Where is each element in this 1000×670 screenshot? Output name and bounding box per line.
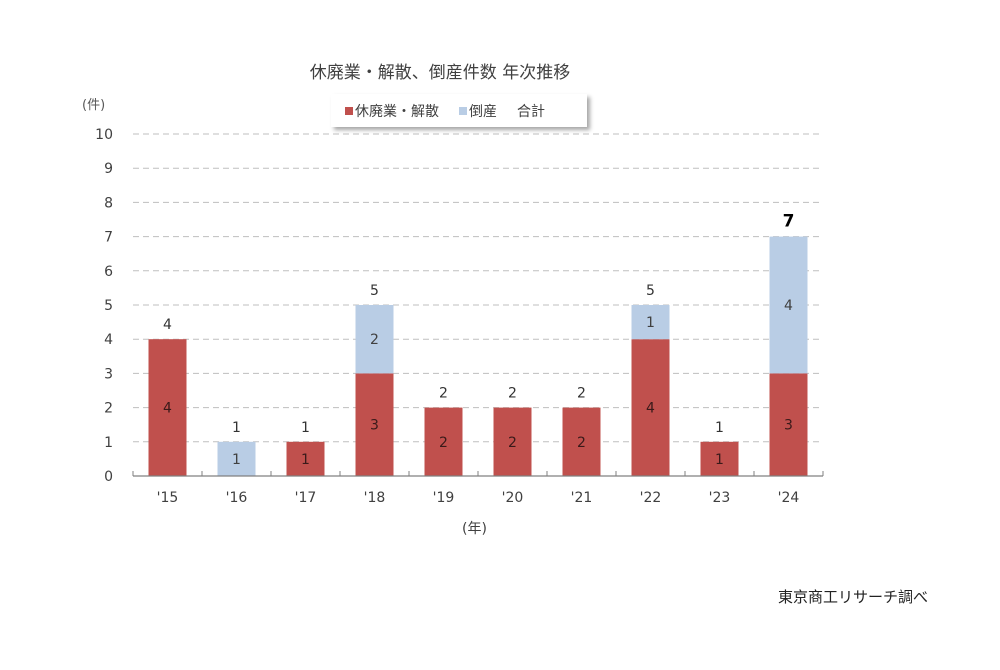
legend-swatch-bankruptcy bbox=[459, 106, 467, 115]
chart-legend: 休廃業・解散 倒産 合計 bbox=[331, 94, 587, 127]
x-tick-label: '20 bbox=[502, 490, 524, 506]
total-label: 2 bbox=[508, 386, 517, 402]
total-label: 7 bbox=[783, 212, 795, 232]
y-tick-label: 2 bbox=[104, 401, 113, 417]
bar-closure bbox=[769, 373, 808, 476]
total-label: 1 bbox=[232, 420, 241, 436]
y-tick-label: 6 bbox=[104, 264, 113, 280]
bar-value-label: 3 bbox=[784, 418, 793, 434]
y-tick-label: 1 bbox=[104, 435, 113, 451]
bar-value-label: 1 bbox=[715, 452, 724, 468]
bar-value-label: 2 bbox=[508, 435, 517, 451]
bar-bankruptcy bbox=[631, 305, 670, 340]
y-axis-unit: (件) bbox=[82, 98, 106, 113]
x-tick-label: '24 bbox=[778, 490, 800, 506]
bar-value-label: 2 bbox=[439, 435, 448, 451]
x-axis-unit: (年) bbox=[462, 521, 487, 537]
bar-closure bbox=[700, 441, 739, 476]
legend-item-closure: 休廃業・解散 bbox=[345, 101, 439, 121]
x-tick-label: '16 bbox=[226, 490, 248, 506]
x-tick-label: '22 bbox=[640, 490, 662, 506]
y-tick-label: 7 bbox=[104, 230, 113, 246]
bar-closure bbox=[631, 339, 670, 476]
bar-closure bbox=[355, 373, 394, 476]
total-label: 2 bbox=[577, 386, 586, 402]
bar-value-label: 4 bbox=[784, 298, 793, 314]
total-label: 5 bbox=[370, 283, 379, 299]
y-tick-label: 5 bbox=[104, 298, 113, 314]
bar-closure bbox=[286, 441, 325, 476]
legend-item-bankruptcy: 倒産 bbox=[459, 101, 497, 121]
legend-label-bankruptcy: 倒産 bbox=[469, 103, 497, 120]
bar-value-label: 2 bbox=[577, 435, 586, 451]
bar-value-label: 1 bbox=[301, 452, 310, 468]
bar-value-label: 4 bbox=[646, 401, 655, 417]
bar-bankruptcy bbox=[355, 305, 394, 374]
bar-value-label: 4 bbox=[163, 401, 172, 417]
bar-value-label: 1 bbox=[232, 452, 241, 468]
y-tick-label: 10 bbox=[95, 127, 113, 143]
total-label: 5 bbox=[646, 283, 655, 299]
chart-title: 休廃業・解散、倒産件数 年次推移 bbox=[309, 63, 571, 83]
source-credit: 東京商工リサーチ調べ bbox=[778, 588, 929, 606]
legend-label-closure: 休廃業・解散 bbox=[355, 103, 439, 120]
bar-value-label: 1 bbox=[646, 315, 655, 331]
y-tick-label: 0 bbox=[104, 469, 113, 485]
total-label: 1 bbox=[715, 420, 724, 436]
y-tick-label: 4 bbox=[104, 332, 113, 348]
legend-item-total: 合計 bbox=[517, 101, 545, 121]
bar-value-label: 3 bbox=[370, 418, 379, 434]
bar-bankruptcy bbox=[769, 236, 808, 374]
total-label: 1 bbox=[301, 420, 310, 436]
y-tick-label: 9 bbox=[104, 161, 113, 177]
x-tick-label: '23 bbox=[709, 490, 731, 506]
bar-closure bbox=[424, 407, 463, 476]
bar-bankruptcy bbox=[217, 441, 256, 476]
total-label: 2 bbox=[439, 386, 448, 402]
x-tick-label: '18 bbox=[364, 490, 386, 506]
x-tick-label: '21 bbox=[571, 490, 593, 506]
bar-closure bbox=[493, 407, 532, 476]
bar-closure bbox=[148, 339, 187, 476]
total-label: 4 bbox=[163, 317, 172, 333]
x-tick-label: '15 bbox=[157, 490, 179, 506]
y-tick-label: 8 bbox=[104, 195, 113, 211]
bar-value-label: 2 bbox=[370, 332, 379, 348]
legend-swatch-closure bbox=[345, 106, 353, 115]
bar-closure bbox=[562, 407, 601, 476]
x-tick-label: '19 bbox=[433, 490, 455, 506]
y-tick-label: 3 bbox=[104, 366, 113, 382]
x-tick-label: '17 bbox=[295, 490, 317, 506]
legend-label-total: 合計 bbox=[517, 103, 545, 120]
